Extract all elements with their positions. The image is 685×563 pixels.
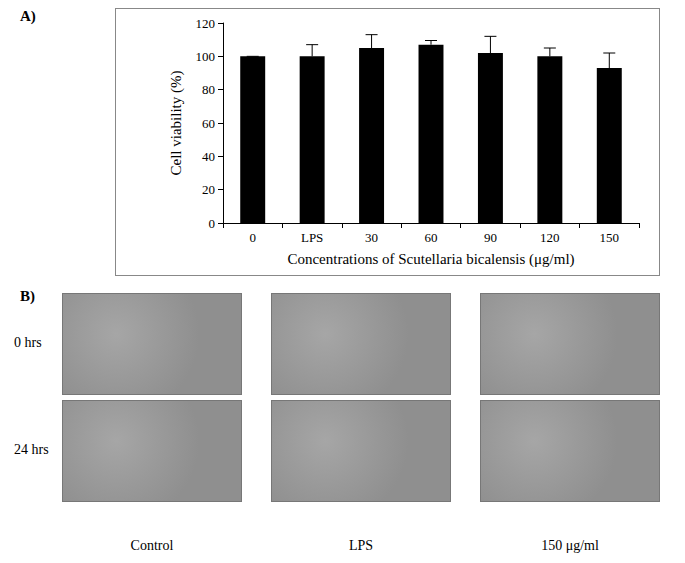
svg-text:90: 90 — [484, 230, 497, 245]
svg-text:LPS: LPS — [301, 230, 323, 245]
svg-text:Cell viability (%): Cell viability (%) — [168, 71, 185, 176]
svg-text:80: 80 — [202, 82, 215, 97]
svg-text:Concentrations of Scutellaria: Concentrations of Scutellaria bicalensis… — [287, 251, 574, 268]
svg-text:40: 40 — [202, 149, 215, 164]
html-text:B): B) — [20, 288, 35, 304]
html-text:24 hrs: 24 hrs — [14, 442, 49, 457]
svg-text:60: 60 — [202, 116, 215, 131]
svg-text:0: 0 — [249, 230, 256, 245]
svg-text:20: 20 — [202, 182, 215, 197]
html-text:150 μg/ml: 150 μg/ml — [541, 538, 599, 553]
svg-text:120: 120 — [540, 230, 560, 245]
svg-text:0: 0 — [209, 216, 216, 231]
html-text:0 hrs: 0 hrs — [14, 335, 42, 350]
html-text:LPS: LPS — [348, 538, 374, 553]
svg-text:150: 150 — [600, 230, 620, 245]
svg-text:30: 30 — [365, 230, 378, 245]
svg-text:120: 120 — [196, 16, 216, 31]
html-text:A): A) — [20, 8, 36, 24]
svg-text:100: 100 — [196, 49, 216, 64]
html-text:Control: Control — [130, 538, 174, 553]
svg-text:60: 60 — [425, 230, 438, 245]
